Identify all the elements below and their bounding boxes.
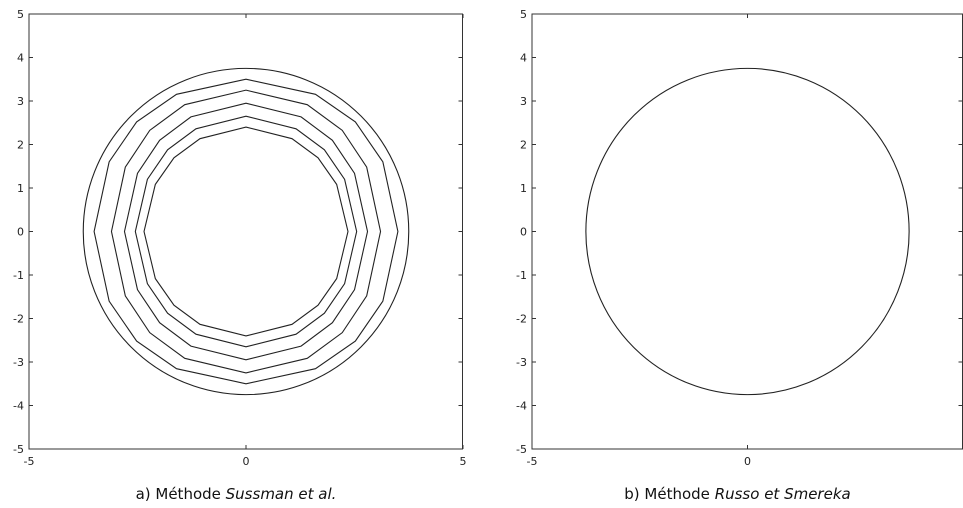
panel-caption: b) Méthode Russo et Smereka — [624, 485, 850, 503]
contour-line — [82, 67, 410, 396]
y-tick-label: 4 — [520, 52, 527, 65]
y-tick-label: -5 — [13, 443, 24, 456]
contour-line — [110, 89, 382, 374]
y-tick-label: -2 — [13, 313, 24, 326]
y-tick-label: -5 — [516, 443, 527, 456]
panel-caption: a) Méthode Sussman et al. — [136, 485, 337, 503]
x-tick-label: 0 — [744, 455, 751, 468]
y-tick-label: 2 — [520, 139, 527, 152]
plot-frame — [531, 13, 963, 450]
contour-line — [585, 67, 910, 396]
caption-method-name: Sussman et al. — [226, 485, 337, 503]
x-tick-label: -5 — [24, 455, 35, 468]
x-tick-label: -5 — [527, 455, 538, 468]
x-tick-label: 0 — [243, 455, 250, 468]
panel-b: -5 -4 -3 -2 -1 0 1 2 3 4 5 -5 0 b) Méthode Russo et S… — [516, 8, 963, 503]
y-tick-label: 5 — [520, 8, 527, 21]
y-tick-label: -1 — [516, 269, 527, 282]
y-tick-label: -2 — [516, 313, 527, 326]
panel-a: -5 -4 -3 -2 -1 0 1 2 3 4 5 -5 0 5 a) Méthode Sussman e… — [13, 8, 466, 503]
contour-line — [143, 126, 349, 337]
y-tick-label: 3 — [520, 95, 527, 108]
y-tick-label: 3 — [17, 95, 24, 108]
contour-line — [123, 102, 369, 361]
y-tick-label: 2 — [17, 139, 24, 152]
y-tick-label: -3 — [516, 356, 527, 369]
y-tick-label: 1 — [520, 182, 527, 195]
y-tick-label: 0 — [520, 226, 527, 239]
caption-prefix: a) Méthode — [136, 485, 226, 503]
y-tick-label: -3 — [13, 356, 24, 369]
y-tick-label: -4 — [516, 400, 527, 413]
y-tick-label: 0 — [17, 226, 24, 239]
y-tick-label: 5 — [17, 8, 24, 21]
contour-line — [93, 78, 399, 385]
x-tick-label: 5 — [460, 455, 467, 468]
y-tick-label: 1 — [17, 182, 24, 195]
y-tick-label: -4 — [13, 400, 24, 413]
y-tick-label: -1 — [13, 269, 24, 282]
caption-method-name: Russo et Smereka — [715, 485, 851, 503]
caption-prefix: b) Méthode — [624, 485, 714, 503]
contour-line — [134, 115, 358, 348]
y-tick-label: 4 — [17, 52, 24, 65]
